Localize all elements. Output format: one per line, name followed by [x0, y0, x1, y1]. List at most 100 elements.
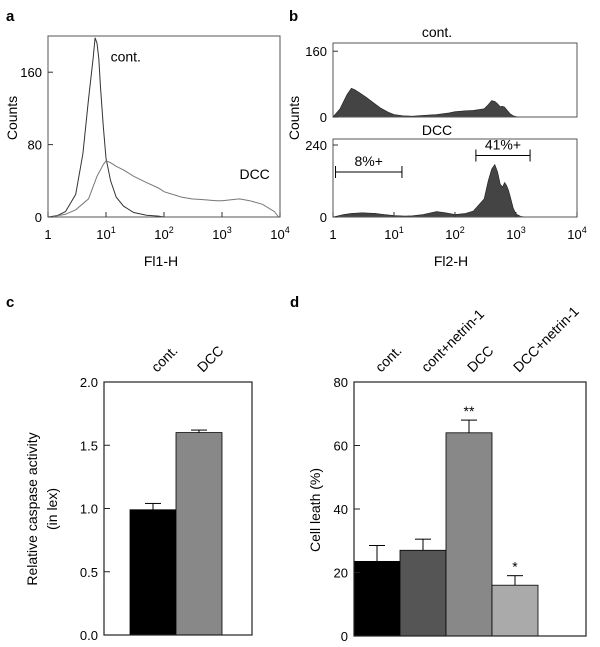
y-tick-label: 80 — [334, 375, 348, 390]
panel-b-top-frame — [332, 42, 578, 118]
y-tick-label: 40 — [334, 502, 348, 517]
panel-d-y-axis-label: Cell leath (%) — [307, 468, 323, 552]
panel-b-bottom-histogram — [332, 163, 527, 218]
bar — [445, 432, 493, 637]
panel-b-top-y-ticks: 0 160 — [305, 44, 338, 125]
panel-c-bars — [129, 429, 223, 636]
x-tick-base: 10 — [445, 227, 459, 242]
x-tick-exponent: 1 — [111, 225, 116, 235]
x-tick-base: 10 — [96, 227, 110, 242]
bar — [399, 549, 447, 637]
panel-b-histogram-area — [332, 87, 527, 118]
panel-a-series-group — [49, 37, 280, 218]
panel-b-x-ticks: 1 101 102 103 104 — [329, 212, 587, 242]
bar — [353, 560, 401, 637]
x-tick-exponent: 2 — [169, 225, 174, 235]
category-label: cont. — [372, 342, 405, 375]
y-tick-label: 160 — [305, 44, 327, 59]
panel-c-bar-chart: c Relative caspase activity (in lex) con… — [6, 294, 253, 643]
panel-a-annotation: DCC — [239, 166, 269, 182]
y-tick-label: 160 — [20, 65, 42, 80]
gate-label: 41%+ — [485, 137, 521, 153]
y-tick-label: 240 — [305, 138, 327, 153]
panel-b-bottom-frame — [332, 138, 578, 218]
x-tick-base: 10 — [270, 227, 284, 242]
significance-mark: * — [512, 559, 518, 575]
y-tick-label: 1.0 — [80, 502, 98, 517]
x-tick-label: 1 — [44, 227, 51, 242]
panel-a-y-axis-label: Counts — [4, 96, 20, 140]
panel-b-y-axis-label: Counts — [286, 96, 302, 140]
panel-c-y-ticks: 0.0 0.5 1.0 1.5 2.0 — [80, 375, 110, 643]
significance-mark: ** — [464, 403, 475, 419]
panel-a-annotations: cont. DCC — [111, 48, 270, 182]
category-label: DCC — [194, 342, 227, 375]
y-tick-label: 1.5 — [80, 438, 98, 453]
y-tick-label: 60 — [334, 439, 348, 454]
panel-b-top-title: cont. — [422, 24, 452, 40]
x-tick-base: 10 — [506, 227, 520, 242]
x-tick-base: 1 — [329, 227, 336, 242]
x-tick-base: 10 — [212, 227, 226, 242]
x-tick-exponent: 4 — [582, 225, 587, 235]
panel-a-x-axis-label: Fl1-H — [144, 253, 178, 269]
category-label: DCC — [464, 342, 497, 375]
x-tick-label: 103 — [506, 225, 525, 242]
category-label: DCC+netrin-1 — [510, 303, 582, 375]
x-tick-label: 104 — [567, 225, 586, 242]
panel-d-y-ticks: 0 20 40 60 80 — [334, 375, 360, 644]
gate-label: 8%+ — [355, 153, 383, 169]
bar — [129, 509, 177, 636]
panel-c-y-axis-label: Relative caspase activity — [24, 432, 40, 585]
x-tick-base: 1 — [44, 227, 51, 242]
panel-label-c: c — [6, 294, 14, 311]
x-tick-exponent: 1 — [399, 225, 404, 235]
category-label: cont. — [148, 342, 181, 375]
x-tick-base: 10 — [154, 227, 168, 242]
panel-a-x-ticks: 1 101 102 103 104 — [44, 212, 290, 242]
bar — [175, 432, 223, 636]
panel-label-a: a — [6, 8, 15, 25]
x-tick-label: 102 — [445, 225, 464, 242]
panel-c-category-labels: cont. DCC — [148, 342, 227, 375]
panel-a-series-cont-line — [49, 37, 182, 218]
bar — [491, 584, 539, 637]
panel-b-bottom-y-ticks: 0 240 — [305, 138, 338, 225]
y-tick-label: 0 — [320, 110, 327, 125]
panel-b-x-axis-label: Fl2-H — [434, 253, 468, 269]
panel-b-gates: 8%+ 41%+ — [335, 137, 531, 178]
panel-a-frame — [47, 35, 281, 218]
panel-a-annotation: cont. — [111, 48, 141, 64]
y-tick-label: 2.0 — [80, 375, 98, 390]
x-tick-label: 1 — [329, 227, 336, 242]
y-tick-label: 20 — [334, 566, 348, 581]
y-tick-label: 0 — [320, 210, 327, 225]
panel-d-bar-chart: d Cell leath (%) *** cont. cont+netrin-1D… — [290, 294, 587, 644]
x-tick-label: 104 — [270, 225, 289, 242]
y-tick-label: 0 — [35, 210, 42, 225]
panel-label-d: d — [290, 294, 299, 311]
x-tick-exponent: 2 — [460, 225, 465, 235]
panel-label-b: b — [289, 8, 298, 25]
x-tick-base: 10 — [567, 227, 581, 242]
panel-b-histogram-area — [332, 163, 527, 218]
x-tick-exponent: 3 — [521, 225, 526, 235]
x-tick-label: 101 — [384, 225, 403, 242]
x-tick-exponent: 3 — [227, 225, 232, 235]
y-tick-label: 80 — [28, 138, 42, 153]
y-tick-label: 0.5 — [80, 565, 98, 580]
panel-b-bottom-title: DCC — [422, 122, 452, 138]
panel-b-top-histogram — [332, 87, 527, 118]
x-tick-label: 102 — [154, 225, 173, 242]
panel-d-bars: *** — [353, 403, 539, 637]
x-tick-label: 101 — [96, 225, 115, 242]
panel-a-series-dcc-line — [50, 160, 280, 218]
x-tick-exponent: 4 — [285, 225, 290, 235]
x-tick-label: 103 — [212, 225, 231, 242]
panel-b-histograms: b Counts Fl2-H cont. 0 160 DCC 8%+ 41%+ 0 2… — [286, 8, 587, 269]
panel-a-y-ticks: 0 80 160 — [20, 65, 53, 225]
x-tick-base: 10 — [384, 227, 398, 242]
